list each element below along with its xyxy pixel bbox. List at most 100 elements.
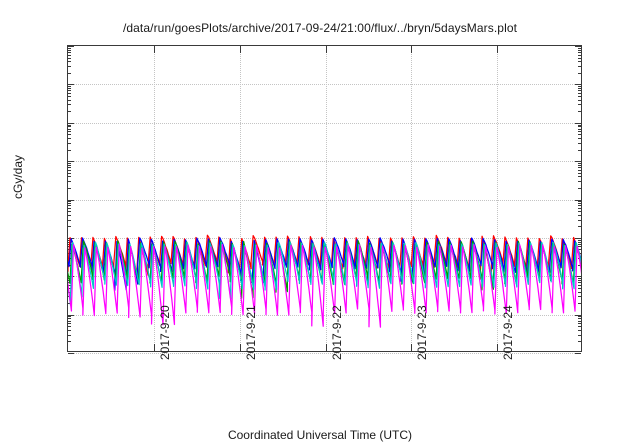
y-tick-minor <box>578 134 581 136</box>
y-tick-minor <box>68 219 71 221</box>
y-axis-label: cGy/day <box>11 155 25 200</box>
y-tick-minor <box>68 111 71 113</box>
y-tick-minor <box>68 57 71 59</box>
gridline-horizontal <box>68 199 581 201</box>
x-tick-mark <box>497 46 499 53</box>
y-tick-minor <box>578 291 581 293</box>
y-tick-minor <box>68 329 71 331</box>
y-tick-minor <box>68 334 71 336</box>
gridline-vertical <box>497 46 499 351</box>
y-tick-minor <box>578 104 581 106</box>
y-tick-minor <box>68 323 71 325</box>
y-tick-minor <box>68 47 71 49</box>
y-tick-mark <box>68 314 74 316</box>
y-tick-minor <box>68 124 71 126</box>
y-tick-minor <box>68 134 71 136</box>
y-tick-minor <box>68 142 71 144</box>
y-tick-mark <box>68 46 74 47</box>
x-axis-label: Coordinated Universal Time (UTC) <box>227 428 413 442</box>
y-tick-minor <box>578 205 581 207</box>
y-tick-minor <box>578 131 581 133</box>
series-line-channel-cyan <box>68 241 581 306</box>
y-tick-minor <box>578 316 581 318</box>
y-tick-minor <box>68 99 71 101</box>
y-tick-mark <box>575 353 581 354</box>
y-tick-minor <box>68 92 71 94</box>
x-tick-mark <box>497 344 499 351</box>
y-tick-minor <box>578 282 581 284</box>
y-tick-mark <box>575 46 581 47</box>
y-tick-minor <box>578 284 581 286</box>
y-tick-minor <box>578 214 581 216</box>
y-tick-minor <box>578 61 581 63</box>
gridline-horizontal <box>68 161 581 163</box>
y-tick-minor <box>578 169 581 171</box>
y-tick-minor <box>578 264 581 266</box>
data-series-layer <box>68 46 581 351</box>
y-tick-minor <box>578 296 581 298</box>
y-tick-minor <box>68 303 71 305</box>
y-tick-minor <box>68 214 71 216</box>
y-tick-minor <box>68 172 71 174</box>
y-tick-mark <box>68 199 74 201</box>
y-tick-minor <box>578 243 581 245</box>
y-tick-minor <box>68 208 71 209</box>
y-tick-minor <box>68 201 71 203</box>
y-tick-minor <box>578 208 581 209</box>
y-tick-mark <box>68 122 74 124</box>
y-tick-mark <box>575 314 581 316</box>
y-tick-minor <box>578 126 581 128</box>
y-tick-minor <box>578 176 581 178</box>
y-tick-minor <box>68 88 71 90</box>
x-tick-label: 2017-9-20 <box>157 305 172 360</box>
y-tick-minor <box>578 57 581 59</box>
y-tick-minor <box>578 167 581 169</box>
y-tick-minor <box>68 162 71 164</box>
y-tick-minor <box>68 181 71 183</box>
y-tick-mark <box>575 161 581 163</box>
y-tick-minor <box>68 169 71 171</box>
y-tick-mark <box>575 237 581 239</box>
y-tick-minor <box>68 138 71 140</box>
y-tick-minor <box>68 128 71 130</box>
y-tick-minor <box>578 54 581 56</box>
y-tick-minor <box>68 211 71 213</box>
y-tick-minor <box>578 211 581 213</box>
y-tick-minor <box>578 249 581 251</box>
y-tick-mark <box>575 122 581 124</box>
gridline-horizontal <box>68 314 581 316</box>
y-tick-minor <box>578 92 581 94</box>
y-tick-minor <box>68 226 71 228</box>
y-tick-mark <box>575 84 581 86</box>
x-tick-mark <box>325 46 327 53</box>
x-tick-mark <box>411 344 413 351</box>
y-tick-minor <box>68 61 71 63</box>
y-tick-minor <box>578 149 581 151</box>
y-tick-minor <box>68 149 71 151</box>
y-tick-minor <box>578 326 581 328</box>
gridline-vertical <box>325 46 327 351</box>
y-tick-minor <box>68 131 71 133</box>
y-tick-minor <box>578 187 581 189</box>
y-tick-minor <box>68 66 71 68</box>
x-tick-label: 2017-9-24 <box>501 305 516 360</box>
y-tick-minor <box>578 99 581 101</box>
x-tick-mark <box>411 46 413 53</box>
y-tick-minor <box>578 226 581 228</box>
y-tick-minor <box>68 203 71 205</box>
y-tick-minor <box>578 142 581 144</box>
y-tick-mark <box>575 199 581 201</box>
y-tick-minor <box>578 51 581 53</box>
y-tick-minor <box>578 241 581 243</box>
y-tick-minor <box>68 49 71 51</box>
y-tick-minor <box>578 287 581 289</box>
y-tick-minor <box>578 323 581 325</box>
y-tick-minor <box>68 316 71 318</box>
y-tick-minor <box>578 124 581 126</box>
y-tick-minor <box>68 318 71 320</box>
y-tick-minor <box>578 219 581 221</box>
series-line-channel-magenta <box>68 243 581 328</box>
y-tick-minor <box>68 51 71 53</box>
y-tick-minor <box>68 54 71 56</box>
